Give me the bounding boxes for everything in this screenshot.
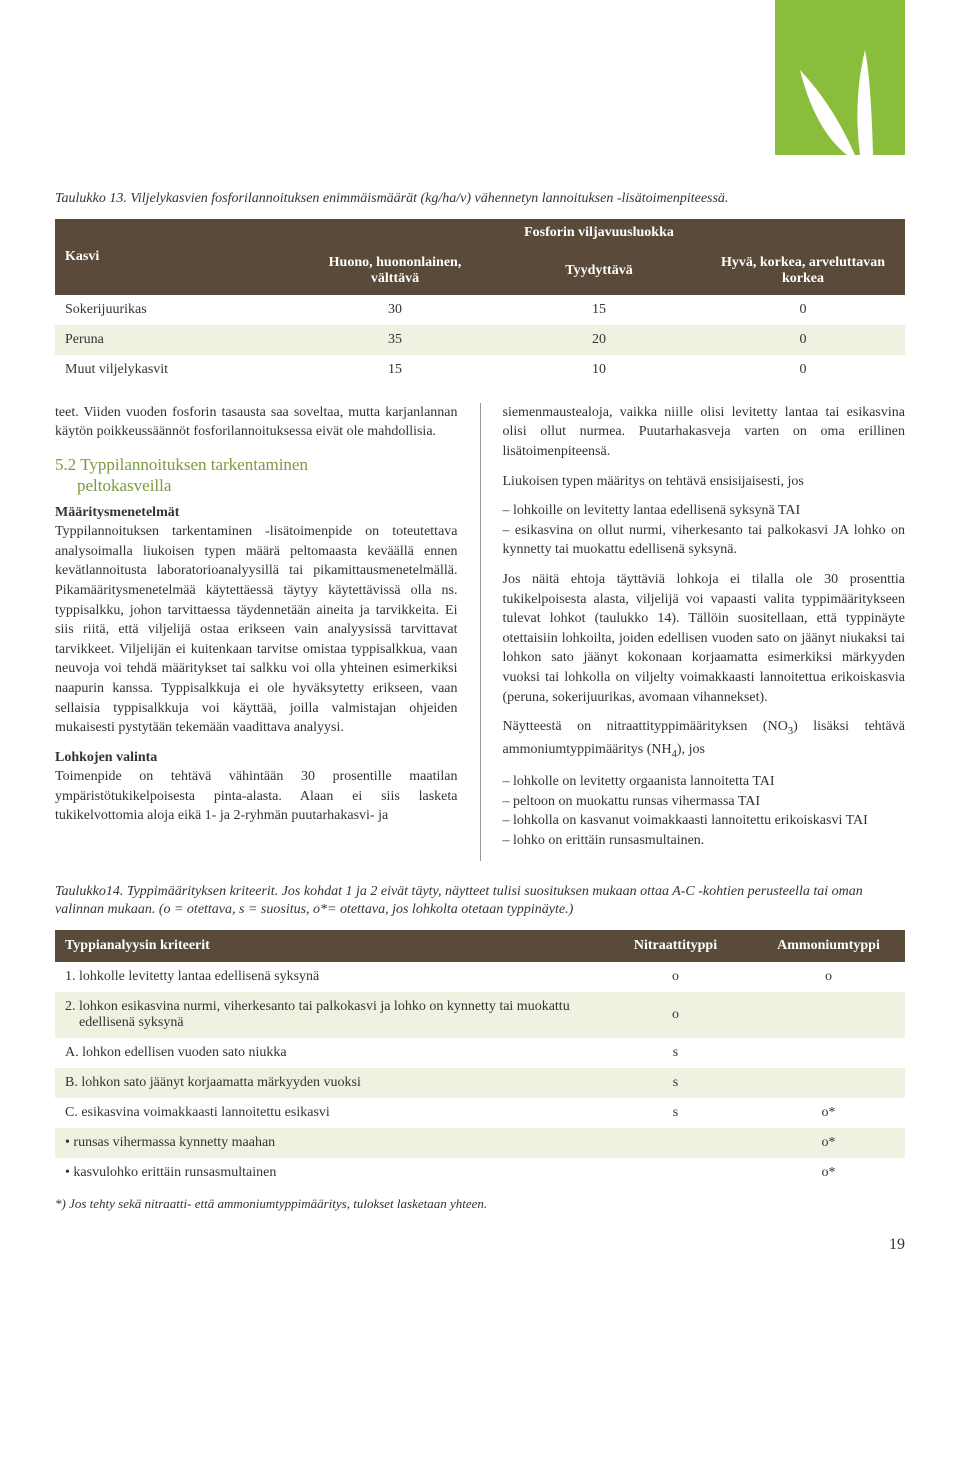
para: siemenmaustealoja, vaikka niille olisi l…: [503, 403, 906, 462]
table-row: C. esikasvina voimakkaasti lannoitettu e…: [55, 1098, 905, 1128]
th-c1: Huono, huononlainen, välttävä: [293, 247, 497, 295]
th-c3: Hyvä, korkea, arveluttavan korkea: [701, 247, 905, 295]
th-amm: Ammoniumtyppi: [752, 930, 905, 962]
th-span: Fosforin viljavuusluokka: [293, 219, 905, 247]
th-c2: Tyydyttävä: [497, 247, 701, 295]
table-row: Muut viljelykasvit 15 10 0: [55, 355, 905, 385]
table14: Typpianalyysin kriteerit Nitraattityppi …: [55, 930, 905, 1188]
table-row: B. lohkon sato jäänyt korjaamatta märkyy…: [55, 1068, 905, 1098]
table-row: 1. lohkolle levitetty lantaa edellisenä …: [55, 962, 905, 992]
table13: Kasvi Fosforin viljavuusluokka Huono, hu…: [55, 219, 905, 385]
para: Lohkojen valintaToimenpide on tehtävä vä…: [55, 748, 458, 826]
para: Liukoisen typen määritys on tehtävä ensi…: [503, 472, 906, 492]
th-nit: Nitraattityppi: [599, 930, 752, 962]
column-divider: [480, 403, 481, 861]
table14-footnote: *) Jos tehty sekä nitraatti- että ammoni…: [55, 1196, 905, 1212]
table-row: 2. lohkon esikasvina nurmi, viherkesanto…: [55, 992, 905, 1038]
table-row: A. lohkon edellisen vuoden sato niukka s: [55, 1038, 905, 1068]
para: Näytteestä on nitraattityppimäärityksen …: [503, 717, 906, 762]
para: MääritysmenetelmätTyppilannoituksen tark…: [55, 503, 458, 738]
right-column: siemenmaustealoja, vaikka niille olisi l…: [503, 403, 906, 861]
th-kasvi: Kasvi: [55, 219, 293, 295]
table-row: • runsas vihermassa kynnetty maahan o*: [55, 1128, 905, 1158]
para: Jos näitä ehtoja täyttäviä lohkoja ei ti…: [503, 570, 906, 707]
table13-caption: Taulukko 13. Viljelykasvien fosforilanno…: [55, 190, 905, 209]
body-columns: teet. Viiden vuoden fosforin tasausta sa…: [55, 403, 905, 861]
page-number: 19: [55, 1236, 905, 1254]
table-row: Peruna 35 20 0: [55, 325, 905, 355]
th-crit: Typpianalyysin kriteerit: [55, 930, 599, 962]
para: teet. Viiden vuoden fosforin tasausta sa…: [55, 403, 458, 442]
section-heading: 5.2 Typpilannoituksen tarkentaminen pelt…: [55, 454, 458, 497]
table14-caption: Taulukko14. Typpimäärityksen kriteerit. …: [55, 883, 905, 921]
brand-logo: [775, 0, 905, 155]
table-row: Sokerijuurikas 30 15 0: [55, 295, 905, 325]
left-column: teet. Viiden vuoden fosforin tasausta sa…: [55, 403, 458, 861]
table-row: • kasvulohko erittäin runsasmultainen o*: [55, 1158, 905, 1188]
